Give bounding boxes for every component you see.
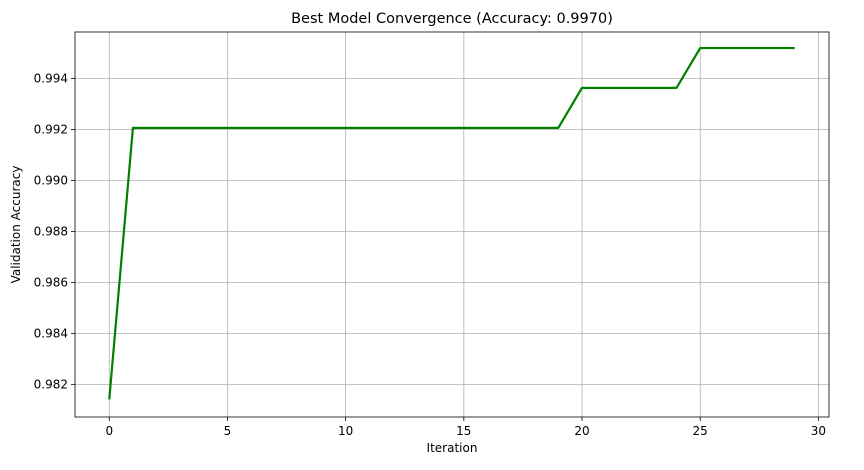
y-axis-label: Validation Accuracy xyxy=(9,166,23,284)
grid xyxy=(75,32,829,417)
y-tick-label: 0.992 xyxy=(34,123,68,137)
y-axis-ticks: 0.982 0.984 0.986 0.988 0.990 0.992 0.994 xyxy=(34,72,75,392)
x-axis-label: Iteration xyxy=(427,441,478,455)
x-tick-label: 20 xyxy=(574,424,589,438)
x-tick-label: 30 xyxy=(811,424,826,438)
series-layer xyxy=(108,46,795,400)
x-axis-ticks: 0 5 10 15 20 25 30 xyxy=(105,417,826,438)
y-tick-label: 0.988 xyxy=(34,225,68,239)
chart-title: Best Model Convergence (Accuracy: 0.9970… xyxy=(291,11,613,27)
y-tick-label: 0.984 xyxy=(34,327,68,341)
y-tick-label: 0.990 xyxy=(34,174,68,188)
x-tick-label: 10 xyxy=(338,424,353,438)
x-tick-label: 15 xyxy=(456,424,471,438)
y-tick-label: 0.994 xyxy=(34,72,68,86)
y-tick-label: 0.982 xyxy=(34,378,68,392)
x-tick-label: 5 xyxy=(224,424,232,438)
x-tick-label: 25 xyxy=(693,424,708,438)
series-line xyxy=(108,46,795,400)
y-tick-label: 0.986 xyxy=(34,276,68,290)
plot-frame xyxy=(74,31,830,418)
x-tick-label: 0 xyxy=(105,424,113,438)
